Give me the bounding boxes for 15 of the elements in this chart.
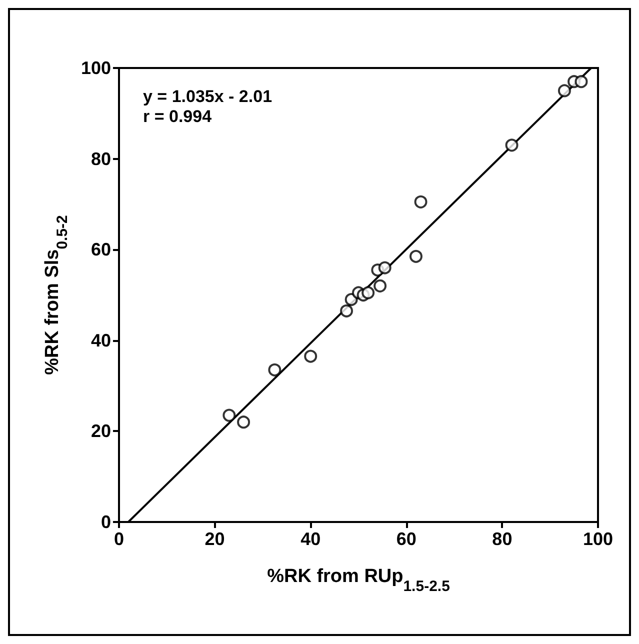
x-tick-label: 80 xyxy=(492,529,512,549)
x-tick-label: 0 xyxy=(114,529,124,549)
y-tick-label: 80 xyxy=(90,148,111,169)
annotation: r = 0.994 xyxy=(143,107,212,126)
y-tick-label: 0 xyxy=(100,512,111,532)
y-tick-label: 20 xyxy=(90,421,111,442)
annotation: y = 1.035x - 2.01 xyxy=(143,87,272,106)
y-axis-title: %RK from Sls0.5-2 xyxy=(42,215,72,375)
x-tick-label: 60 xyxy=(396,529,416,549)
y-tick-label: 100 xyxy=(80,58,111,78)
y-tick-label: 60 xyxy=(90,240,111,260)
y-tick-label: 40 xyxy=(90,330,111,350)
x-tick-label: 100 xyxy=(582,529,614,549)
x-tick-label: 20 xyxy=(204,529,225,549)
x-tick-label: 40 xyxy=(300,529,321,549)
